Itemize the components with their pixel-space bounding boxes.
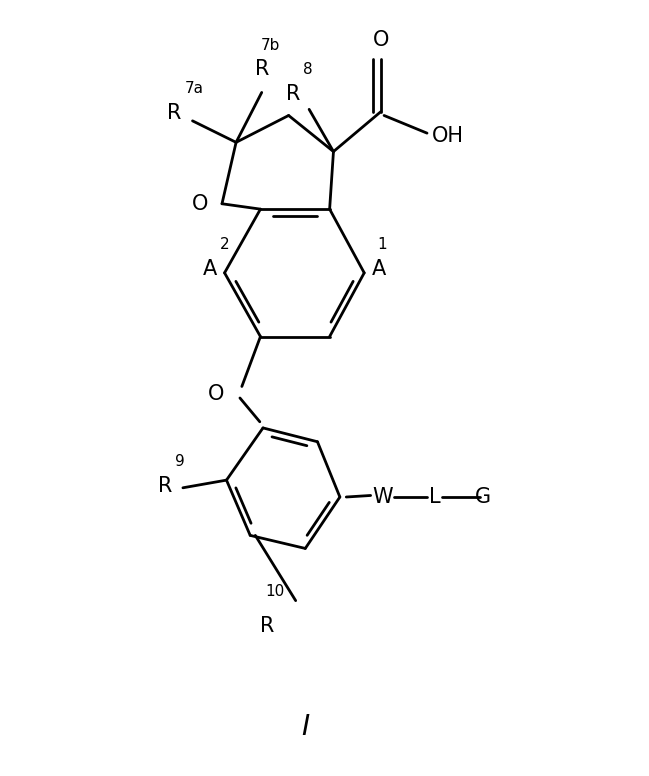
Text: OH: OH: [432, 126, 464, 146]
Text: 10: 10: [265, 584, 285, 599]
Text: R: R: [286, 84, 300, 104]
Text: R: R: [158, 476, 172, 497]
Text: R: R: [260, 616, 274, 636]
Text: G: G: [475, 487, 491, 507]
Text: 1: 1: [378, 237, 387, 252]
Text: L: L: [429, 487, 441, 507]
Text: 8: 8: [303, 62, 313, 77]
Text: R: R: [167, 103, 182, 123]
Text: A: A: [372, 259, 386, 279]
Text: 9: 9: [175, 455, 185, 469]
Text: I: I: [301, 713, 310, 741]
Text: 7b: 7b: [261, 37, 280, 53]
Text: A: A: [202, 259, 217, 279]
Text: W: W: [372, 487, 393, 507]
Text: 7a: 7a: [185, 81, 204, 96]
Text: O: O: [208, 384, 225, 404]
Text: O: O: [191, 194, 208, 213]
Text: R: R: [255, 60, 270, 79]
Text: O: O: [373, 30, 389, 50]
Text: 2: 2: [220, 237, 230, 252]
